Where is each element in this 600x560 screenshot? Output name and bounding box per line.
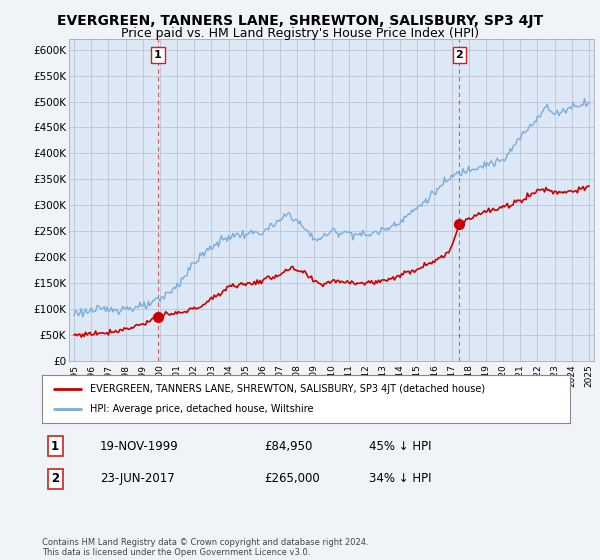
- Text: 2: 2: [455, 50, 463, 60]
- Text: Price paid vs. HM Land Registry's House Price Index (HPI): Price paid vs. HM Land Registry's House …: [121, 27, 479, 40]
- Text: 1: 1: [51, 440, 59, 453]
- Text: Contains HM Land Registry data © Crown copyright and database right 2024.
This d: Contains HM Land Registry data © Crown c…: [42, 538, 368, 557]
- Text: 23-JUN-2017: 23-JUN-2017: [100, 472, 175, 486]
- Text: EVERGREEN, TANNERS LANE, SHREWTON, SALISBURY, SP3 4JT (detached house): EVERGREEN, TANNERS LANE, SHREWTON, SALIS…: [89, 384, 485, 394]
- Text: £84,950: £84,950: [264, 440, 312, 453]
- Text: 2: 2: [51, 472, 59, 486]
- Text: HPI: Average price, detached house, Wiltshire: HPI: Average price, detached house, Wilt…: [89, 404, 313, 414]
- Text: 19-NOV-1999: 19-NOV-1999: [100, 440, 179, 453]
- Text: 45% ↓ HPI: 45% ↓ HPI: [370, 440, 432, 453]
- Text: EVERGREEN, TANNERS LANE, SHREWTON, SALISBURY, SP3 4JT: EVERGREEN, TANNERS LANE, SHREWTON, SALIS…: [57, 14, 543, 28]
- Text: 34% ↓ HPI: 34% ↓ HPI: [370, 472, 432, 486]
- Text: 1: 1: [154, 50, 162, 60]
- Text: £265,000: £265,000: [264, 472, 320, 486]
